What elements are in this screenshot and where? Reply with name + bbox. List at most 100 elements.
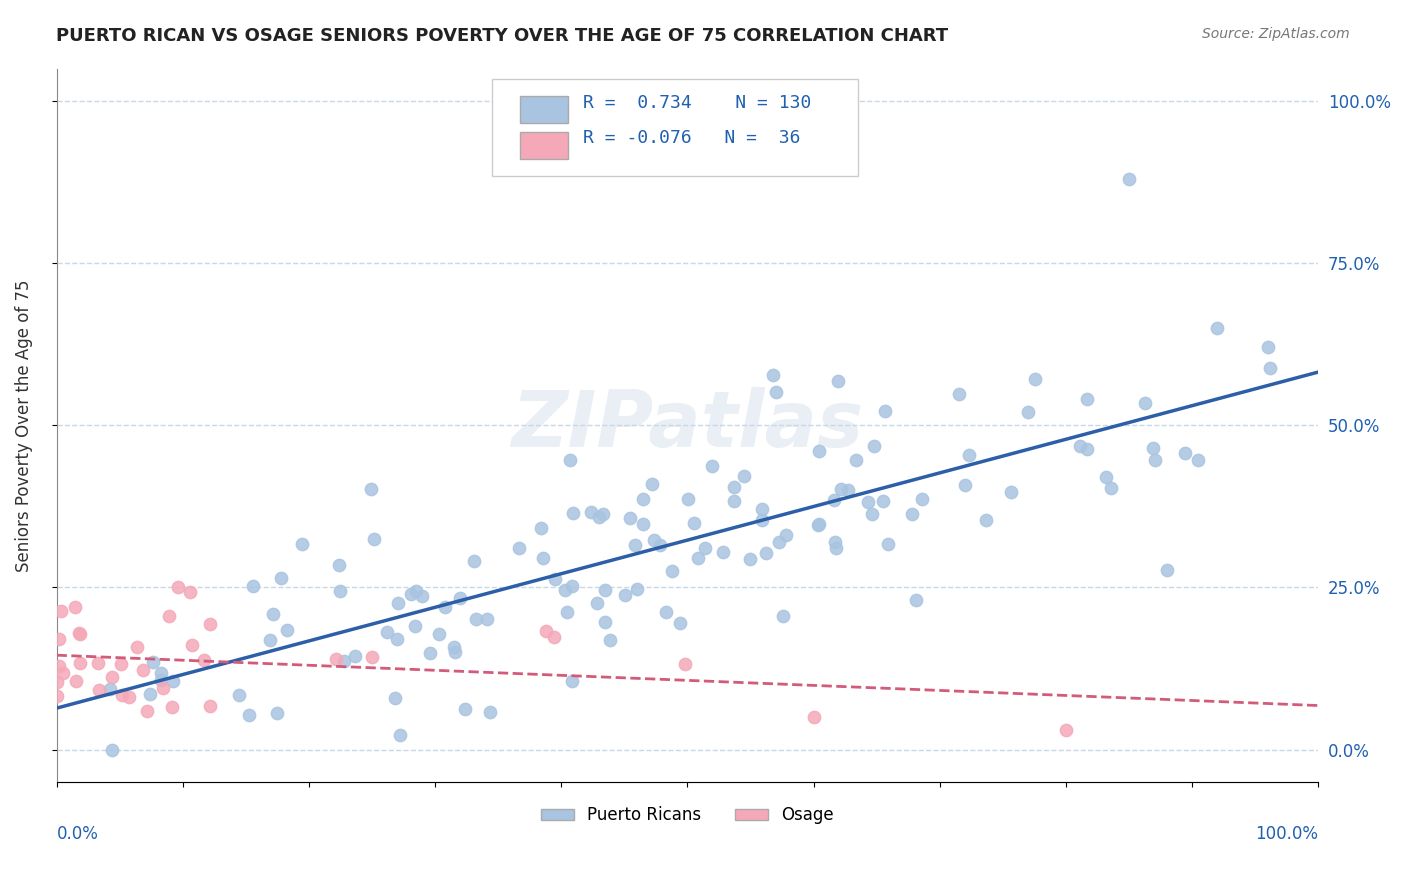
Point — [387, 632, 409, 646]
Point — [595, 615, 617, 629]
Point — [152, 681, 174, 695]
Point — [63, 600, 86, 615]
Point — [733, 469, 755, 483]
Point — [554, 583, 576, 598]
Point — [111, 689, 134, 703]
Point — [1054, 723, 1077, 738]
Point — [132, 663, 155, 677]
Point — [329, 584, 352, 599]
Point — [643, 533, 665, 547]
Point — [702, 458, 724, 473]
Legend: Puerto Ricans, Osage: Puerto Ricans, Osage — [534, 799, 841, 830]
Point — [631, 491, 654, 506]
Point — [904, 592, 927, 607]
Point — [1069, 439, 1091, 453]
Point — [363, 532, 385, 546]
Text: R = -0.076   N =  36: R = -0.076 N = 36 — [582, 129, 800, 147]
Point — [1118, 171, 1140, 186]
Point — [333, 654, 356, 668]
Point — [384, 691, 406, 706]
Point — [69, 627, 91, 641]
Point — [683, 516, 706, 530]
Point — [179, 585, 201, 599]
Point — [755, 546, 778, 560]
Point — [404, 618, 426, 632]
Point — [325, 652, 347, 666]
Point — [823, 493, 845, 508]
Point — [127, 640, 149, 654]
Point — [765, 384, 787, 399]
Point — [856, 495, 879, 509]
Point — [723, 493, 745, 508]
Point — [974, 513, 997, 527]
Point — [959, 448, 981, 462]
Point — [543, 572, 565, 586]
Point — [641, 477, 664, 491]
Point — [953, 477, 976, 491]
Point — [825, 541, 848, 556]
Point — [530, 521, 553, 535]
Text: 0.0%: 0.0% — [56, 825, 98, 843]
Text: PUERTO RICAN VS OSAGE SENIORS POVERTY OVER THE AGE OF 75 CORRELATION CHART: PUERTO RICAN VS OSAGE SENIORS POVERTY OV… — [56, 27, 949, 45]
Point — [1024, 372, 1046, 386]
Point — [824, 535, 846, 549]
Point — [561, 579, 583, 593]
Point — [242, 579, 264, 593]
Point — [1076, 442, 1098, 456]
Point — [860, 508, 883, 522]
Point — [162, 673, 184, 688]
Point — [631, 516, 654, 531]
Point — [1099, 481, 1122, 495]
Point — [443, 640, 465, 654]
Point — [626, 582, 648, 596]
Point — [948, 386, 970, 401]
Point — [101, 670, 124, 684]
Point — [808, 517, 831, 532]
Point — [51, 603, 73, 617]
Point — [1076, 392, 1098, 406]
Point — [1133, 395, 1156, 409]
Point — [803, 710, 825, 724]
Point — [136, 704, 159, 718]
Point — [1206, 321, 1229, 335]
Point — [827, 374, 849, 388]
Point — [48, 632, 70, 647]
Point — [52, 665, 75, 680]
Point — [1000, 485, 1022, 500]
Text: 100.0%: 100.0% — [1256, 825, 1319, 843]
Point — [266, 706, 288, 720]
Point — [619, 511, 641, 525]
Point — [661, 564, 683, 578]
Point — [259, 632, 281, 647]
Point — [775, 528, 797, 542]
Point — [427, 627, 450, 641]
Point — [807, 517, 830, 532]
Point — [723, 479, 745, 493]
Point — [686, 550, 709, 565]
Point — [180, 638, 202, 652]
Point — [150, 673, 173, 688]
Point — [614, 588, 637, 602]
FancyBboxPatch shape — [520, 132, 568, 159]
Point — [454, 702, 477, 716]
Point — [411, 589, 433, 603]
Point — [67, 625, 90, 640]
Point — [762, 368, 785, 382]
Point — [110, 657, 132, 671]
Point — [807, 444, 830, 458]
Point — [877, 536, 900, 550]
Point — [475, 612, 498, 626]
Point — [65, 674, 87, 689]
Point — [167, 581, 190, 595]
Point — [139, 687, 162, 701]
Point — [328, 558, 350, 572]
Point — [588, 509, 610, 524]
Point — [599, 633, 621, 648]
Point — [449, 591, 471, 605]
Point — [624, 538, 647, 552]
Point — [193, 653, 215, 667]
Point — [344, 648, 367, 663]
FancyBboxPatch shape — [492, 79, 858, 176]
Point — [830, 482, 852, 496]
Point — [1142, 441, 1164, 455]
